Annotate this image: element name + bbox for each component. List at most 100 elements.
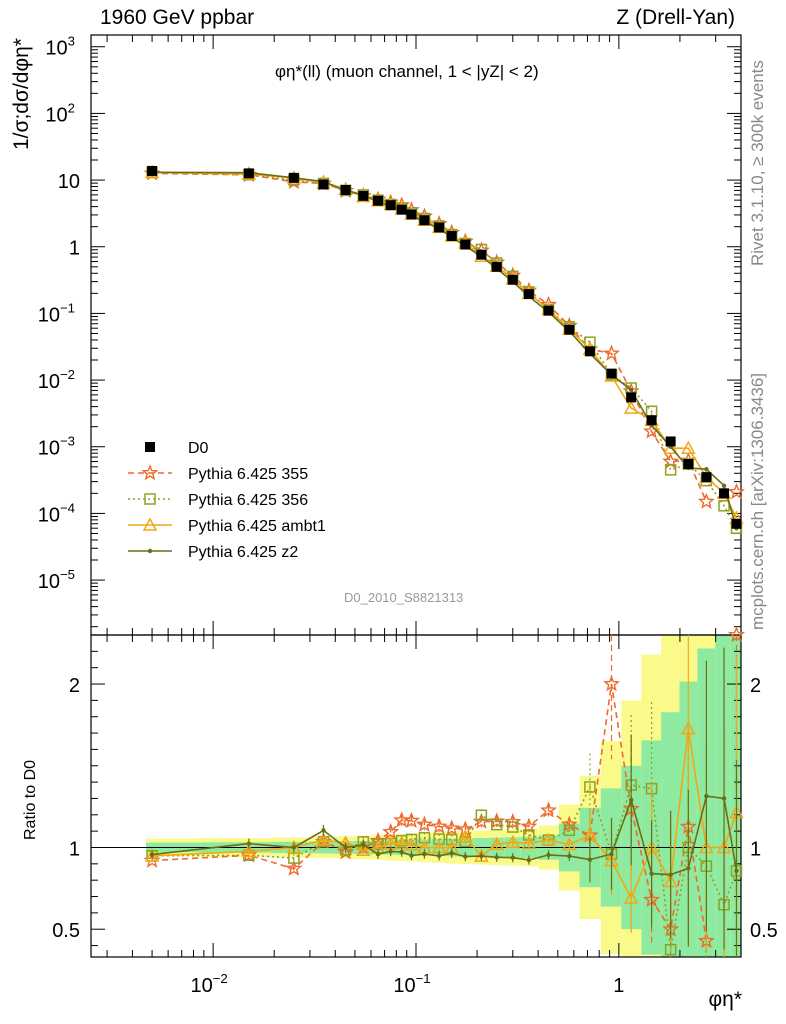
ratio-point: [436, 853, 442, 859]
y-axis-label: 1/σ;dσ/dφη*: [10, 38, 34, 150]
ratio-point: [489, 836, 504, 850]
data-point: [476, 249, 487, 260]
data-point: [665, 436, 676, 447]
ratio-tick-label: 0.5: [52, 920, 80, 942]
legend-label: D0: [188, 440, 209, 457]
data-point: [727, 482, 745, 500]
ratio-point: [430, 817, 448, 834]
data-point: [718, 500, 730, 512]
ratio-point: [463, 854, 468, 859]
data-point: [288, 172, 299, 183]
data-point: [664, 464, 677, 476]
data-point: [683, 459, 694, 470]
ratio-point: [316, 832, 331, 846]
header-left: 1960 GeV ppbar: [100, 6, 255, 29]
legend-label: Pythia 6.425 355: [188, 466, 308, 483]
ratio-axis-label: Ratio to D0: [22, 760, 40, 840]
ratio-tick-label-right: 0.5: [750, 920, 778, 942]
data-point: [434, 222, 445, 233]
ratio-point: [649, 871, 654, 876]
rivet-label: Rivet 3.1.10, ≥ 300k events: [748, 60, 767, 266]
ratio-point: [399, 849, 404, 855]
y-tick-label: 10−5: [38, 567, 75, 593]
legend-marker: [144, 493, 156, 505]
legend: D0 Pythia 6.425 355 Pythia 6.425 356 Pythia…: [128, 440, 326, 561]
data-point: [606, 368, 617, 379]
stat-band: [715, 635, 731, 957]
x-tick-label: 10−1: [393, 971, 430, 997]
ratio-point: [668, 872, 673, 877]
data-point: [623, 400, 639, 414]
header-right: Z (Drell-Yan): [616, 6, 735, 29]
data-point: [628, 387, 634, 393]
ratio-point: [375, 851, 381, 857]
ratio-point: [521, 835, 537, 850]
ratio-point: [504, 812, 522, 830]
ratio-point: [458, 829, 473, 843]
ratio-point: [704, 793, 709, 799]
data-point: [564, 324, 575, 335]
ratio-tick-label-right: 1: [750, 838, 761, 860]
data-point: [603, 344, 621, 361]
data-point: [358, 190, 369, 201]
data-point: [643, 422, 661, 439]
data-point: [626, 392, 637, 403]
data-point: [584, 346, 595, 357]
ratio-point: [422, 851, 427, 857]
ratio-point: [721, 796, 727, 801]
legend-marker: [142, 517, 158, 531]
ratio-point: [285, 859, 303, 876]
legend-label: Pythia 6.425 356: [188, 492, 308, 509]
ratio-point: [490, 818, 503, 831]
legend-marker: [141, 464, 159, 481]
data-point: [523, 289, 534, 300]
ratio-point: [546, 852, 551, 858]
data-point: [340, 184, 351, 195]
data-point: [543, 305, 554, 316]
data-point: [704, 467, 709, 472]
data-point: [507, 274, 518, 285]
plot-title: φη*(ll) (muon channel, 1 < |yZ| < 2): [275, 62, 539, 82]
ratio-point: [628, 797, 634, 803]
ratio-point: [388, 849, 393, 854]
ratio-point: [382, 822, 400, 840]
ratio-tick-label-right: 2: [750, 675, 761, 697]
data-point: [419, 215, 430, 226]
ratio-point: [443, 819, 461, 836]
data-point: [697, 492, 715, 509]
x-axis-label-text: φη*: [708, 988, 742, 1011]
ratio-point: [475, 809, 488, 821]
y-tick-label: 102: [45, 100, 75, 126]
ratio-point: [409, 853, 414, 858]
ratio-point: [241, 843, 257, 858]
y-axis-label-text: 1/σ;dσ/dφη*: [10, 38, 33, 150]
ratio-point: [587, 857, 593, 862]
ratio-point: [567, 853, 572, 859]
y-tick-label: 10: [58, 171, 80, 193]
ratio-point: [494, 855, 499, 860]
ratio-point: [246, 841, 252, 846]
ratio-point: [541, 832, 556, 846]
ratio-point: [343, 845, 348, 850]
ratio-point: [686, 866, 691, 871]
ratio-point: [149, 852, 155, 857]
data-point: [663, 440, 678, 454]
ratio-point: [479, 853, 484, 859]
legend-marker: [145, 442, 155, 452]
x-tick-label: 1: [613, 975, 624, 997]
data-point: [460, 239, 471, 250]
y-tick-label: 10−3: [38, 434, 75, 460]
ratio-point: [560, 815, 578, 832]
ratio-point: [402, 811, 420, 829]
ratio-tick-label: 1: [69, 838, 80, 860]
ratio-point: [415, 815, 433, 832]
series-d0: [147, 165, 742, 529]
legend-label: Pythia 6.425 ambt1: [188, 518, 326, 535]
y-tick-label: 103: [45, 34, 75, 60]
data-point: [646, 415, 657, 426]
ratio-point: [449, 850, 454, 856]
data-point: [385, 200, 396, 211]
data-point: [318, 179, 329, 190]
ratio-point: [584, 781, 596, 793]
data-point: [243, 168, 254, 179]
